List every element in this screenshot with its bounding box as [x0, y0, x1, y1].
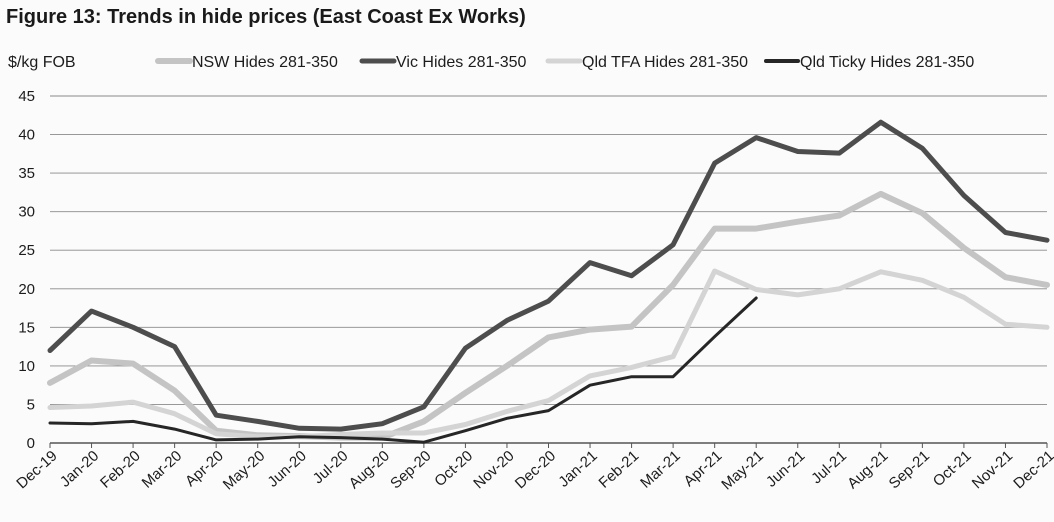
legend: NSW Hides 281-350 Vic Hides 281-350 Qld TF…: [155, 54, 974, 71]
x-tick-label: Jan-20: [57, 447, 102, 490]
x-tick-label: Mar-20: [139, 447, 186, 491]
y-tick-label: 10: [18, 358, 35, 375]
y-tick-label: 25: [18, 242, 35, 259]
x-tick-label: Jun-21: [763, 447, 808, 490]
x-tick-label: Nov-20: [470, 447, 517, 492]
legend-label: Vic Hides 281-350: [396, 54, 527, 71]
x-tick-label: Dec-21: [1010, 447, 1054, 492]
legend-label: Qld TFA Hides 281-350: [582, 54, 748, 71]
y-axis-ticks: 0 5 10 15 20 25 30 35 40 45: [18, 88, 35, 452]
chart-title: Figure 13: Trends in hide prices (East C…: [6, 6, 526, 28]
x-tick-label: Apr-20: [182, 447, 227, 490]
legend-label: Qld Ticky Hides 281-350: [800, 54, 974, 71]
x-tick-label: Oct-21: [930, 447, 975, 490]
y-tick-label: 20: [18, 281, 35, 298]
y-tick-label: 15: [18, 319, 35, 336]
y-tick-label: 0: [27, 435, 35, 452]
x-tick-label: May-21: [718, 447, 767, 493]
series-line-vic-hides-281-350: [47, 119, 1050, 432]
x-tick-label: Aug-21: [844, 447, 891, 492]
x-tick-label: Aug-20: [346, 447, 393, 492]
x-tick-label: Jan-21: [555, 447, 600, 490]
y-tick-label: 45: [18, 88, 35, 105]
x-tick-label: Apr-21: [681, 447, 726, 490]
y-tick-label: 30: [18, 204, 35, 221]
series-line-qld-tfa-hides-281-350: [47, 268, 1050, 440]
x-tick-label: Sep-21: [886, 447, 933, 492]
y-axis-unit-label: $/kg FOB: [8, 54, 76, 71]
x-tick-label: Feb-20: [97, 447, 144, 491]
y-tick-label: 40: [18, 127, 35, 144]
x-tick-label: Jul-21: [808, 447, 850, 487]
series-line-qld-ticky-hides-281-350: [48, 296, 758, 444]
x-tick-label: Jul-20: [310, 447, 352, 487]
x-tick-label: Dec-20: [512, 447, 559, 492]
legend-label: NSW Hides 281-350: [192, 54, 338, 71]
x-tick-label: May-20: [220, 447, 269, 493]
x-tick-label: Feb-21: [596, 447, 643, 491]
x-tick-label: Mar-21: [637, 447, 684, 491]
y-tick-label: 35: [18, 165, 35, 182]
series-lines: [47, 119, 1050, 444]
x-tick-label: Dec-19: [13, 447, 60, 492]
x-tick-label: Nov-21: [969, 447, 1016, 492]
x-tick-label: Oct-20: [431, 447, 476, 490]
x-tick-label: Sep-20: [387, 447, 434, 492]
y-tick-label: 5: [27, 396, 35, 413]
x-axis-ticks: Dec-19Jan-20Feb-20Mar-20Apr-20May-20Jun-…: [13, 443, 1054, 493]
x-tick-label: Jun-20: [264, 447, 309, 490]
series-line-nsw-hides-281-350: [47, 190, 1050, 441]
